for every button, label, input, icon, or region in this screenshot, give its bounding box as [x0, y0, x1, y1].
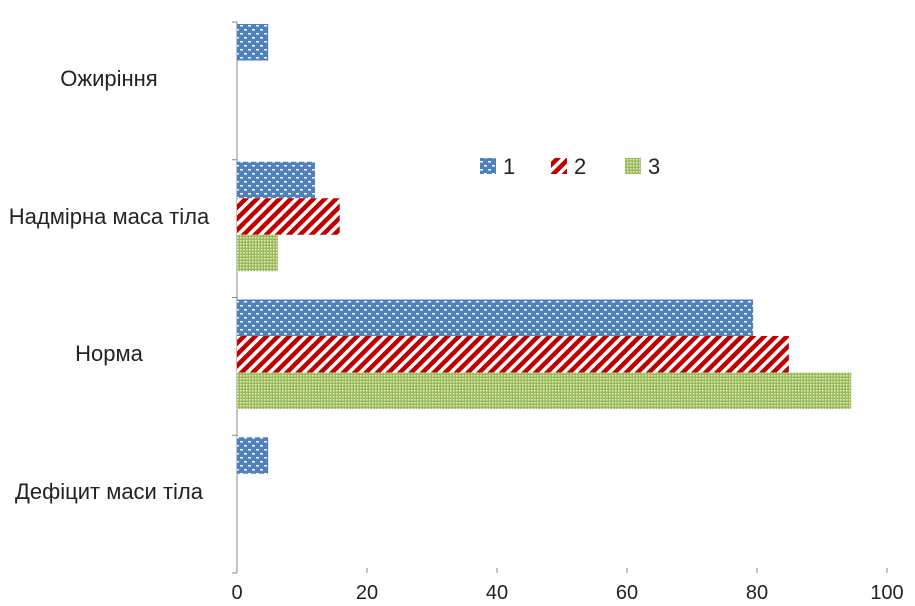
legend-swatch: [480, 158, 496, 174]
x-tick-label: 100: [870, 582, 903, 604]
category-label: Норма: [75, 341, 143, 367]
bar: [237, 336, 789, 373]
x-tick-label: 40: [486, 582, 508, 604]
legend-label: 1: [503, 154, 515, 179]
legend-swatch: [551, 158, 567, 174]
bar: [237, 198, 340, 235]
bar: [237, 437, 269, 474]
bar: [237, 299, 754, 336]
x-tick-label: 80: [746, 582, 768, 604]
bar: [237, 161, 315, 199]
category-label: Надмірна маса тіла: [8, 203, 210, 229]
bar: [237, 372, 852, 409]
category-label: Ожиріння: [60, 65, 158, 91]
x-tick-label: 0: [231, 582, 242, 604]
category-label: Дефіцит маси тіла: [15, 479, 203, 504]
legend-label: 3: [648, 154, 660, 179]
legend-swatch: [625, 158, 641, 174]
bar: [237, 24, 269, 61]
x-tick-label: 20: [356, 582, 378, 604]
bar: [237, 234, 278, 272]
x-tick-label: 60: [616, 582, 638, 604]
legend-label: 2: [574, 154, 586, 179]
